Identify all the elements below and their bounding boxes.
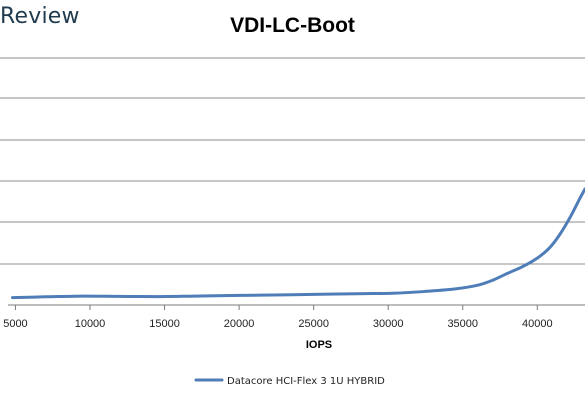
- x-tick-label: 25000: [298, 318, 329, 330]
- x-tick-label: 40000: [522, 318, 553, 330]
- x-tick-label: 30000: [373, 318, 404, 330]
- x-axis-label: IOPS: [306, 339, 332, 351]
- grid-lines: [0, 57, 585, 265]
- legend-label: Datacore HCI-Flex 3 1U HYBRID: [227, 376, 385, 387]
- x-tick-label: 35000: [447, 318, 478, 330]
- chart-title: VDI-LC-Boot: [230, 14, 355, 37]
- x-tick-label: 15000: [149, 318, 180, 330]
- x-tick-label: 10000: [75, 318, 106, 330]
- brand-logo-text: Review: [0, 4, 80, 29]
- series-layer: [11, 187, 585, 300]
- legend: Datacore HCI-Flex 3 1U HYBRID: [194, 376, 385, 387]
- x-axis: 5000 10000 15000 20000 25000 30000 35000 40000: [3, 304, 585, 330]
- x-tick-label: 5000: [3, 318, 27, 330]
- x-tick-label: 20000: [224, 318, 255, 330]
- series-line-0: [11, 187, 585, 300]
